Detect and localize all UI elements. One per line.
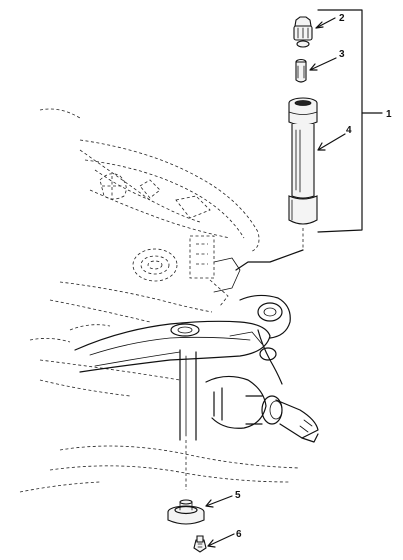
- callout-3: 3: [339, 49, 345, 60]
- callout-5: 5: [235, 490, 241, 501]
- part-2-plug: [293, 16, 336, 48]
- part-3-sleeve: [295, 57, 337, 83]
- part-5-washer: [167, 495, 233, 525]
- vehicle-frame-outline: [19, 108, 301, 493]
- mount-bracket: [189, 235, 304, 307]
- callout-2: 2: [339, 13, 345, 24]
- assembly-1-bracket: [317, 9, 383, 233]
- steering-knuckle: [74, 294, 319, 490]
- callout-4: 4: [346, 125, 352, 136]
- part-4-tube: [288, 97, 346, 250]
- brake-drum: [132, 248, 178, 282]
- callout-1: 1: [386, 109, 392, 120]
- callout-labels: 2 3 1 4 5 6: [235, 13, 392, 540]
- part-6-bolt: [193, 533, 235, 553]
- callout-6: 6: [236, 529, 242, 540]
